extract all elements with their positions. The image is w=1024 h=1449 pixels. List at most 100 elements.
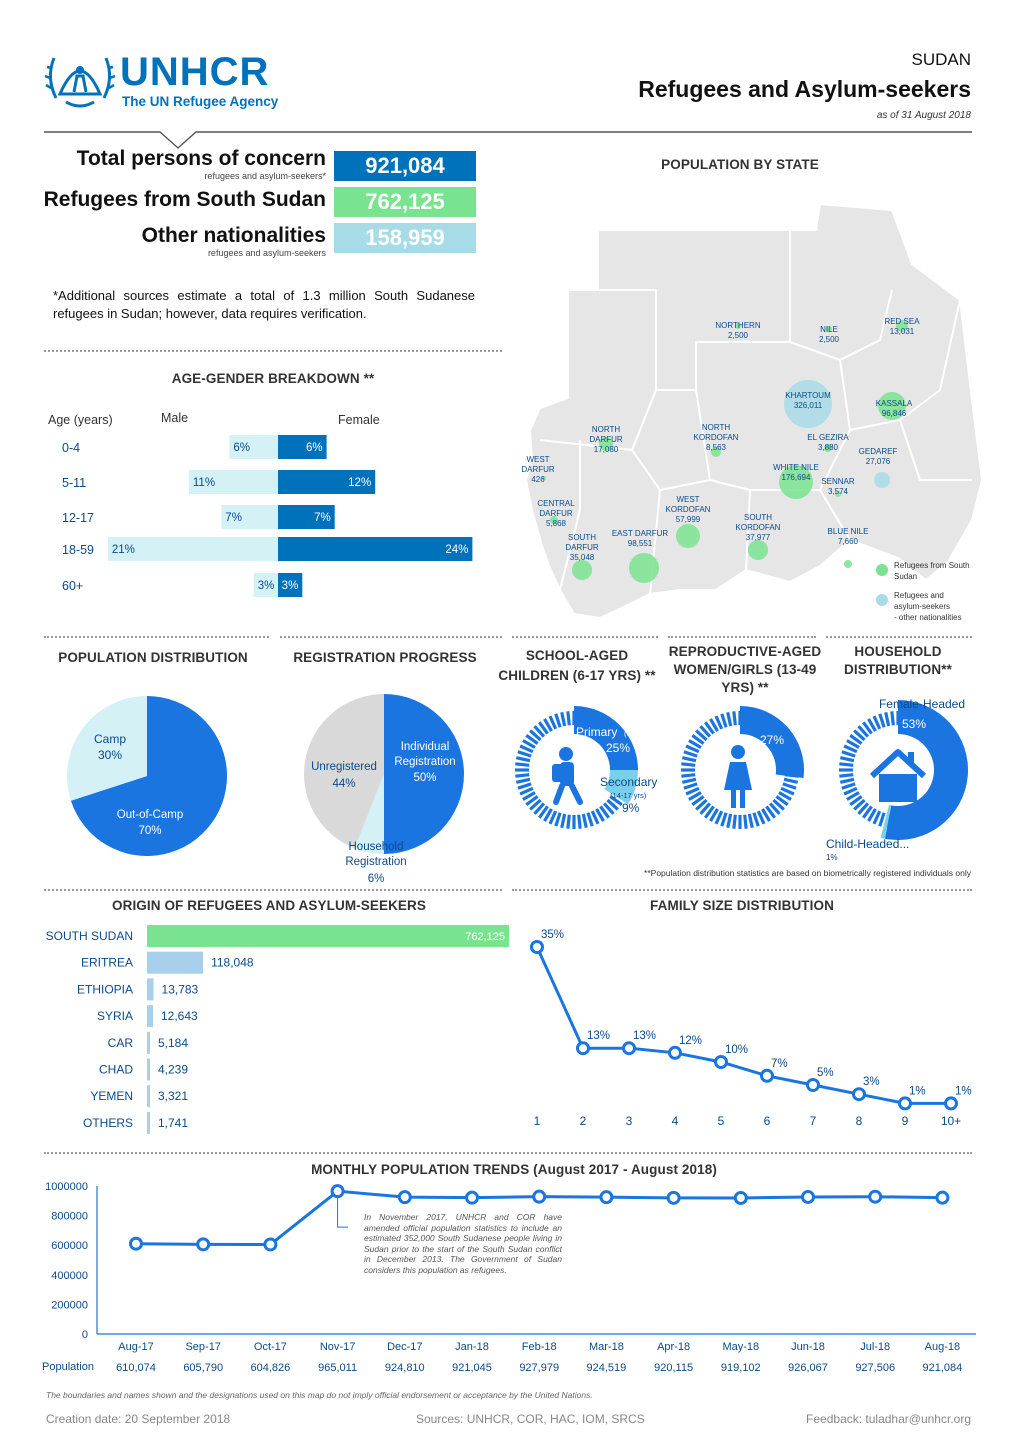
family-value: 10%	[725, 1044, 748, 1056]
month-label: Aug-17	[118, 1341, 153, 1353]
ring-tick	[522, 791, 536, 801]
school-aged-donut: Primary (6-13 yrs) 25% Secondary (14-17 yrs)…	[515, 706, 657, 829]
ring-tick	[515, 773, 530, 778]
family-category: 8	[856, 1114, 863, 1128]
monthly-trends-line-chart: 1000000 800000 600000 400000 200000 0 Aug-17 61…	[42, 1181, 976, 1374]
state-label: EAST DARFUR 98,551	[612, 529, 669, 548]
ring-tick	[839, 756, 855, 763]
female-bar	[278, 470, 376, 494]
pie-slice	[384, 694, 464, 854]
donut-value: 27%	[760, 733, 784, 747]
state-name: DARFUR	[589, 435, 623, 444]
ring-tick	[699, 725, 712, 738]
monthly-trends-title: MONTHLY POPULATION TRENDS (August 2017 -…	[311, 1162, 717, 1177]
month-label: Sep-17	[185, 1341, 220, 1353]
state-value: 57,999	[676, 515, 701, 524]
ring-tick	[681, 777, 697, 784]
state-value: 35,048	[570, 553, 595, 562]
trend-point	[733, 1190, 748, 1205]
month-label: Feb-18	[522, 1341, 557, 1353]
ring-tick	[768, 802, 781, 815]
ring-tick	[548, 810, 558, 825]
state-value: 5,868	[546, 519, 567, 528]
ring-tick	[839, 777, 855, 784]
population-value: 921,045	[452, 1362, 492, 1374]
sudan-outline	[524, 202, 984, 620]
divider	[44, 889, 502, 891]
donut-value: 25%	[606, 741, 630, 755]
house-icon	[869, 749, 927, 802]
ring-tick	[867, 718, 877, 732]
demographics-footnote: **Population distribution statistics are…	[644, 868, 971, 878]
ring-tick	[743, 814, 748, 829]
trend-point	[397, 1190, 412, 1205]
ring-tick	[843, 744, 858, 754]
family-size-title: FAMILY SIZE DISTRIBUTION	[650, 898, 834, 913]
school-aged-title: SCHOOL-AGED CHILDREN (6-17 YRS) **	[498, 648, 656, 683]
slice-label: Unregistered 44%	[311, 761, 377, 790]
state-name: KORDOFAN	[694, 433, 739, 442]
population-value: 604,826	[251, 1362, 291, 1374]
ring-tick	[688, 739, 702, 749]
female-label: Female	[338, 413, 380, 427]
female-bar	[278, 573, 303, 597]
state-name: DARFUR	[565, 543, 599, 552]
ring-tick	[720, 713, 728, 728]
ring-tick	[720, 812, 728, 827]
ring-tick	[862, 805, 873, 819]
female-value-label: 6%	[306, 442, 323, 454]
divider	[668, 636, 816, 638]
origin-value: 1,741	[158, 1116, 188, 1130]
ring-tick	[884, 711, 891, 727]
state-label: NILE 2,500	[819, 325, 840, 344]
state-label: SOUTH DARFUR 35,048	[565, 533, 599, 562]
state-bubble	[878, 392, 906, 420]
country-label: SUDAN	[911, 50, 971, 69]
month-label: Jun-18	[791, 1341, 825, 1353]
ring-tick	[560, 813, 567, 829]
annotation-connector	[337, 1191, 348, 1228]
age-gender-title: AGE-GENDER BREAKDOWN **	[171, 371, 375, 386]
state-name: DARFUR	[521, 465, 555, 474]
additional-sources-note: *Additional sources estimate a total of …	[53, 288, 475, 321]
state-bubble	[735, 323, 741, 329]
ring-tick	[878, 812, 886, 827]
family-point	[806, 1078, 820, 1092]
donut-value: 53%	[902, 717, 926, 731]
ring-tick	[554, 812, 562, 827]
ring-tick	[782, 782, 797, 790]
state-value: 3,880	[818, 443, 839, 452]
state-bubble	[835, 491, 841, 497]
male-value-label: 3%	[258, 580, 275, 592]
state-value: 326,011	[794, 401, 823, 410]
trend-point	[263, 1237, 278, 1252]
state-value: 8,563	[706, 443, 727, 452]
ring-tick	[839, 762, 854, 767]
ring-tick	[529, 729, 542, 742]
month-label: Nov-17	[320, 1341, 355, 1353]
age-category-label: 18-59	[62, 543, 94, 557]
family-category: 9	[902, 1114, 909, 1128]
ring-tick	[683, 782, 698, 790]
origin-label: OTHERS	[83, 1116, 133, 1130]
state-bubble	[711, 447, 721, 457]
state-name: BLUE NILE	[828, 527, 869, 536]
age-category-label: 12-17	[62, 511, 94, 525]
unhcr-emblem-icon	[44, 57, 116, 108]
family-category: 3	[626, 1114, 633, 1128]
ring-tick	[849, 734, 863, 745]
ring-tick	[581, 813, 588, 829]
state-name: WHITE NILE	[773, 463, 819, 472]
state-label: WHITE NILE 176,694	[773, 463, 819, 482]
kpi-other-value: 158,959	[334, 223, 476, 253]
male-bar	[188, 470, 278, 494]
origin-label: ETHIOPIA	[77, 982, 133, 996]
state-value: 7,660	[838, 537, 859, 546]
feedback-link[interactable]: Feedback: tuladhar@unhcr.org	[806, 1412, 971, 1426]
ring-tick	[772, 798, 785, 811]
male-bar	[253, 573, 278, 597]
family-size-line-chart: 35% 1 13% 2 13% 3 12% 4 10% 5 7% 6 5% 7 3% 8 1% 9 1% 10+	[530, 929, 972, 1128]
family-value: 5%	[817, 1067, 834, 1079]
origin-label: YEMEN	[90, 1089, 133, 1103]
slice-label: Household Registration 6%	[345, 841, 406, 885]
